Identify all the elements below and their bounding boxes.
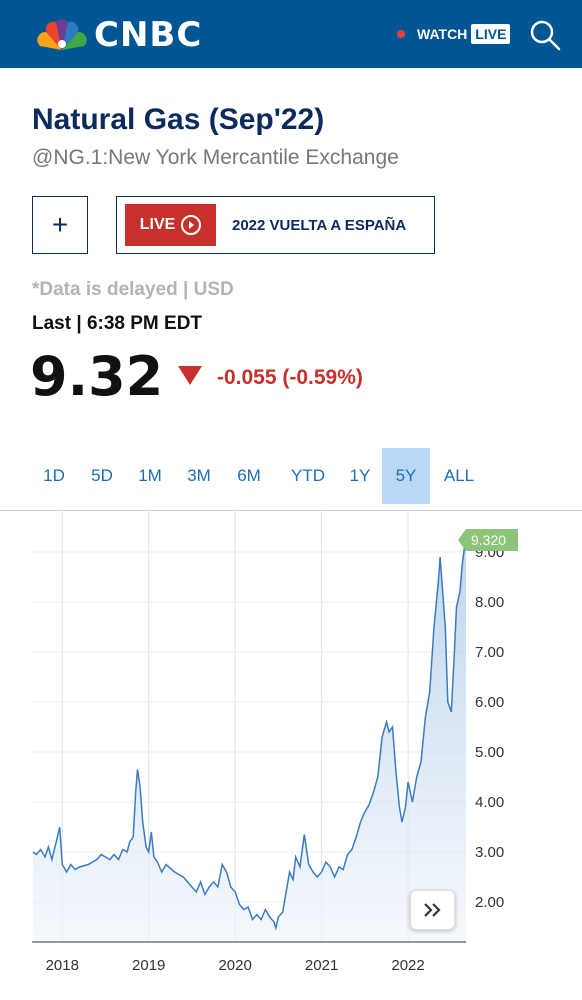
latest-price-label: 9.320 bbox=[471, 532, 506, 548]
tab-1d[interactable]: 1D bbox=[43, 466, 65, 485]
last-updated: Last | 6:38 PM EDT bbox=[32, 313, 203, 334]
live-pill: LIVE bbox=[471, 24, 511, 44]
page-title: Natural Gas (Sep'22) bbox=[32, 103, 325, 136]
data-delay-note: *Data is delayed | USD bbox=[32, 279, 234, 300]
tab-all[interactable]: ALL bbox=[443, 466, 475, 485]
cnbc-logo[interactable]: CNBC bbox=[36, 18, 202, 52]
x-tick-label: 2019 bbox=[132, 957, 165, 974]
x-tick-label: 2022 bbox=[391, 957, 424, 974]
play-icon bbox=[181, 215, 202, 235]
x-tick-label: 2020 bbox=[218, 957, 251, 974]
price-area bbox=[32, 536, 467, 942]
exchange-label: @NG.1:New York Mercantile Exchange bbox=[32, 146, 399, 169]
top-bar: CNBC WATCH LIVE bbox=[0, 0, 582, 68]
price-chart[interactable]: 2018 2019 2020 2021 2022 2.00 3.00 4.00 5.00 6.00… bbox=[0, 510, 582, 1000]
live-event-banner[interactable]: LIVE 2022 VUELTA A ESPAÑA bbox=[116, 196, 435, 254]
plus-label: + bbox=[51, 209, 69, 240]
y-tick-label: 8.00 bbox=[475, 594, 504, 611]
y-tick-label: 6.00 bbox=[475, 694, 504, 711]
latest-price-tag bbox=[458, 529, 518, 551]
scroll-right-button[interactable] bbox=[410, 890, 455, 930]
live-event-title: 2022 VUELTA A ESPAÑA bbox=[232, 216, 407, 234]
watch-label: WATCH bbox=[417, 26, 468, 42]
brand-name: CNBC bbox=[94, 15, 203, 55]
tab-3m[interactable]: 3M bbox=[187, 466, 211, 485]
tab-ytd[interactable]: YTD bbox=[291, 466, 325, 485]
last-price: 9.32 bbox=[30, 345, 164, 408]
price-line bbox=[32, 535, 467, 931]
tab-1m[interactable]: 1M bbox=[138, 466, 162, 485]
y-tick-label: 5.00 bbox=[475, 744, 504, 761]
y-tick-label: 7.00 bbox=[475, 644, 504, 661]
double-chevron-right-icon bbox=[423, 903, 441, 917]
y-tick-label: 4.00 bbox=[475, 794, 504, 811]
time-range-tabs: 1D 5D 1M 3M 6M YTD 1Y 5Y ALL bbox=[30, 448, 582, 504]
tab-5y[interactable]: 5Y bbox=[382, 448, 430, 504]
add-to-watchlist-button[interactable]: + bbox=[32, 196, 88, 254]
x-tick-label: 2021 bbox=[305, 957, 338, 974]
peacock-icon bbox=[37, 19, 87, 50]
y-tick-label: 2.00 bbox=[475, 894, 504, 911]
tab-5d[interactable]: 5D bbox=[91, 466, 113, 485]
down-arrow-icon bbox=[178, 366, 202, 385]
watch-live-button[interactable]: WATCH LIVE bbox=[397, 22, 511, 46]
live-tag-label: LIVE bbox=[139, 216, 176, 233]
x-tick-label: 2018 bbox=[46, 957, 79, 974]
live-tag: LIVE bbox=[125, 204, 216, 246]
tab-1y[interactable]: 1Y bbox=[349, 466, 371, 485]
live-dot-icon bbox=[397, 30, 405, 38]
search-icon[interactable] bbox=[528, 18, 562, 52]
price-change: -0.055 (-0.59%) bbox=[217, 366, 363, 389]
y-tick-label: 3.00 bbox=[475, 844, 504, 861]
tab-6m[interactable]: 6M bbox=[237, 466, 261, 485]
